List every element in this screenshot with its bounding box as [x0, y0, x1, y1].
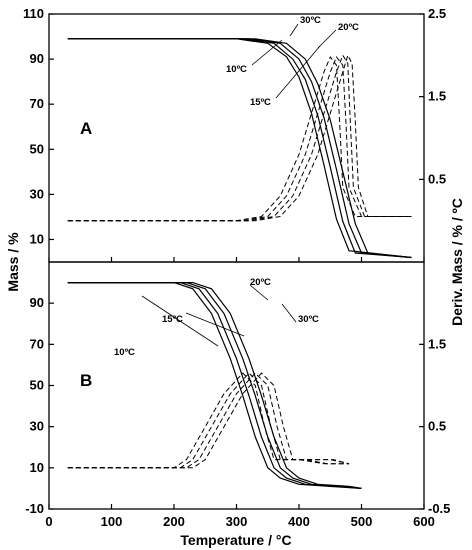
annotation-label-20: 20ºC: [338, 22, 359, 33]
right-tick-label: 0.5: [428, 171, 446, 186]
left-tick-label: 10: [30, 460, 44, 475]
dtg-curve-10c: [67, 56, 412, 222]
annotation-label-10: 10ºC: [114, 347, 135, 358]
left-tick-label: 90: [30, 295, 44, 310]
right-tick-label: 2.5: [428, 6, 446, 21]
right-tick-label: 1.5: [428, 89, 446, 104]
x-tick-label: 500: [351, 514, 373, 529]
dtg-curve-30c: [67, 372, 350, 469]
plot-layer: 10 30 50 70 90 110 0.5 1.5 2.5 -10 10 30 50 70 90 -0.5 0…: [23, 6, 450, 529]
x-tick-label: 0: [45, 514, 52, 529]
annotation-leader: [275, 45, 321, 99]
x-tick-label: 200: [163, 514, 185, 529]
right-tick-label: 1.5: [428, 336, 446, 351]
annotation-leader: [141, 295, 219, 347]
tga-curve-30c: [67, 38, 412, 259]
x-tick-label: 600: [413, 514, 435, 529]
dtg-curve-15c: [67, 56, 412, 222]
dtg-curve-20c: [67, 54, 412, 222]
tga-curve-30c: [67, 282, 362, 489]
dtg-curve-15c: [67, 372, 349, 469]
annotation-label-10: 10ºC: [226, 64, 247, 75]
panel-b-frame: [48, 261, 425, 510]
left-tick-label: 30: [30, 419, 44, 434]
panel-b-annotations: 10ºC 15ºC 20ºC 30ºC: [114, 277, 319, 358]
right-tick-label: 0.5: [428, 419, 446, 434]
x-tick-label: 300: [226, 514, 248, 529]
left-tick-label: 30: [30, 186, 44, 201]
left-tick-label: 10: [30, 231, 44, 246]
annotation-label-30: 30ºC: [298, 314, 319, 325]
left-tick-label: 110: [23, 6, 44, 21]
dtg-curve-30c: [67, 53, 412, 222]
right-axis-label: Deriv. Mass / % / ºC: [449, 198, 465, 326]
x-axis-label: Temperature / °C: [180, 532, 291, 548]
annotation-label-15: 15ºC: [162, 314, 183, 325]
panel-b-letter: B: [80, 371, 92, 390]
panel-a-frame: [48, 13, 425, 263]
left-tick-label: 90: [30, 51, 44, 66]
annotation-leader: [281, 303, 297, 323]
tga-curve-10c: [67, 282, 362, 489]
left-tick-label: -10: [25, 501, 44, 516]
left-tick-label: 50: [30, 378, 44, 393]
annotation-label-20: 20ºC: [250, 277, 271, 288]
tga-curve-20c: [67, 282, 362, 489]
annotation-label-30: 30ºC: [300, 15, 321, 26]
annotation-leader: [289, 23, 299, 37]
panel-a-letter: A: [80, 119, 92, 138]
left-axis-label: Mass / %: [5, 232, 21, 292]
annotation-label-15: 15ºC: [250, 97, 271, 108]
dtg-curve-20c: [67, 372, 350, 469]
right-tick-label: -0.5: [428, 501, 450, 516]
left-tick-label: 50: [30, 141, 44, 156]
annotation-leader: [185, 312, 245, 337]
left-tick-label: 70: [30, 96, 44, 111]
x-tick-label: 400: [288, 514, 310, 529]
x-tick-label: 100: [101, 514, 123, 529]
annotation-leader: [249, 284, 269, 301]
annotation-leader: [317, 29, 337, 49]
tga-curve-15c: [67, 282, 362, 489]
left-tick-label: 70: [30, 336, 44, 351]
annotation-leader: [251, 39, 283, 66]
panel-a-annotations: 10ºC 15ºC 20ºC 30ºC: [226, 15, 359, 108]
